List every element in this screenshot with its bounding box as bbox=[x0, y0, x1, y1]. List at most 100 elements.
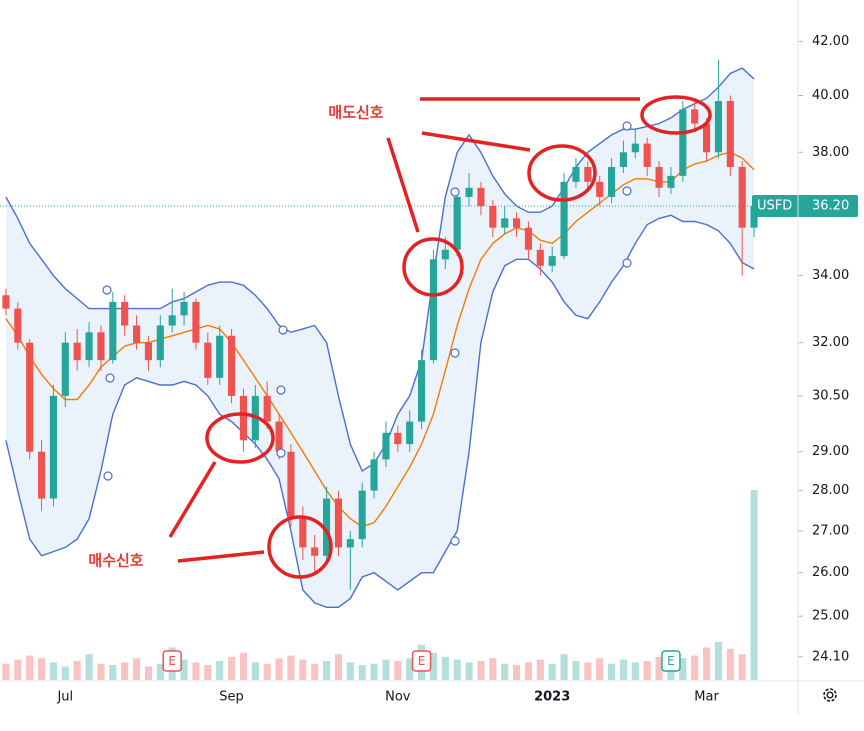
buy-circle bbox=[205, 412, 275, 464]
candle-body bbox=[631, 143, 639, 153]
candle-body bbox=[453, 196, 461, 250]
candle-body bbox=[513, 218, 521, 228]
volume-bar bbox=[85, 654, 93, 680]
volume-bar bbox=[703, 647, 711, 680]
candle-body bbox=[358, 490, 366, 540]
volume-bar bbox=[204, 665, 212, 680]
volume-bar bbox=[441, 656, 449, 680]
band-marker bbox=[622, 186, 632, 196]
band-marker bbox=[450, 536, 460, 546]
candle-body bbox=[524, 227, 532, 250]
volume-bar bbox=[619, 659, 627, 680]
candle-body bbox=[85, 332, 93, 361]
candle-body bbox=[560, 181, 568, 257]
candle-body bbox=[750, 206, 758, 228]
y-tick-label: 42.00 bbox=[812, 34, 849, 49]
candle-body bbox=[2, 295, 10, 309]
y-tick-label: 40.00 bbox=[812, 88, 849, 103]
band-marker bbox=[103, 471, 113, 481]
gear-inner[interactable] bbox=[826, 691, 834, 699]
candle-body bbox=[501, 218, 509, 228]
sell-signal-label: 매도신호 bbox=[328, 104, 383, 122]
volume-bar bbox=[133, 658, 141, 680]
earnings-label: E bbox=[667, 654, 675, 668]
volume-bar bbox=[49, 662, 57, 680]
candle-body bbox=[228, 335, 236, 396]
y-tick-label: 29.00 bbox=[812, 444, 849, 459]
volume-bar bbox=[370, 663, 378, 680]
earnings-label: E bbox=[418, 654, 426, 668]
volume-bar bbox=[121, 662, 129, 680]
candle-body bbox=[596, 181, 604, 197]
x-tick-label: Nov bbox=[385, 690, 411, 705]
band-marker bbox=[622, 121, 632, 131]
band-marker bbox=[450, 348, 460, 358]
symbol-label: USFD bbox=[757, 199, 792, 214]
x-tick-label: Sep bbox=[219, 690, 244, 705]
sell-circle bbox=[402, 237, 464, 297]
candle-body bbox=[346, 539, 354, 548]
volume-bar bbox=[489, 658, 497, 680]
candle-body bbox=[726, 101, 734, 167]
gear-outer[interactable] bbox=[823, 688, 837, 702]
band-marker bbox=[450, 187, 460, 197]
volume-bar bbox=[97, 663, 105, 680]
volume-bar bbox=[239, 652, 247, 680]
candle-body bbox=[156, 325, 164, 361]
x-tick-label: Jul bbox=[56, 690, 73, 705]
volume-bar bbox=[228, 656, 236, 680]
candle-body bbox=[26, 342, 34, 452]
price-label: 36.20 bbox=[812, 199, 849, 214]
candle-body bbox=[144, 342, 152, 361]
band-marker bbox=[276, 385, 286, 395]
candle-body bbox=[738, 166, 746, 228]
buy-pointer bbox=[177, 550, 265, 563]
volume-bar bbox=[524, 662, 532, 680]
x-tick-label: 2023 bbox=[534, 690, 570, 705]
candle-body bbox=[334, 498, 342, 548]
volume-bar bbox=[311, 663, 319, 680]
band-middle bbox=[5, 151, 755, 528]
candle-body bbox=[14, 308, 22, 343]
volume-bar bbox=[548, 663, 556, 680]
volume-bar bbox=[251, 662, 259, 680]
y-tick-label: 30.50 bbox=[812, 388, 849, 403]
sell-pointer bbox=[421, 131, 531, 152]
candle-body bbox=[180, 301, 188, 316]
volume-bar bbox=[61, 666, 69, 680]
buy-signal-label: 매수신호 bbox=[88, 552, 143, 570]
sell-pointer bbox=[386, 137, 420, 233]
volume-bar bbox=[643, 661, 651, 680]
volume-bar bbox=[382, 659, 390, 680]
candle-body bbox=[703, 123, 711, 153]
candle-body bbox=[714, 101, 722, 153]
volume-bar bbox=[346, 662, 354, 680]
candle-body bbox=[441, 249, 449, 260]
volume-bar bbox=[679, 658, 687, 680]
candle-body bbox=[548, 256, 556, 266]
buy-pointer bbox=[168, 461, 217, 538]
sell-circle bbox=[527, 144, 597, 202]
volume-bar bbox=[536, 659, 544, 680]
volume-bar bbox=[358, 665, 366, 680]
candle-body bbox=[323, 498, 331, 556]
x-tick-label: Mar bbox=[694, 690, 719, 705]
volume-bar bbox=[429, 652, 437, 680]
volume-bar bbox=[655, 656, 663, 680]
candle-body bbox=[216, 335, 224, 378]
plot-area: 42.00 40.00 38.00 34.00 32.00 30.50 29.00 28.00… bbox=[0, 34, 858, 680]
settings-icon[interactable] bbox=[823, 688, 837, 702]
volume-bar bbox=[192, 662, 200, 680]
sell-circle bbox=[640, 95, 712, 135]
band-marker bbox=[622, 258, 632, 268]
candle-body bbox=[418, 360, 426, 422]
volume-bar bbox=[144, 666, 152, 680]
y-tick-label: 26.00 bbox=[812, 565, 849, 580]
candle-body bbox=[109, 301, 117, 361]
y-tick-label: 25.00 bbox=[812, 609, 849, 624]
candle-body bbox=[643, 143, 651, 167]
candle-body bbox=[406, 421, 414, 445]
volume-bar bbox=[216, 661, 224, 680]
earnings-badge bbox=[661, 650, 681, 672]
